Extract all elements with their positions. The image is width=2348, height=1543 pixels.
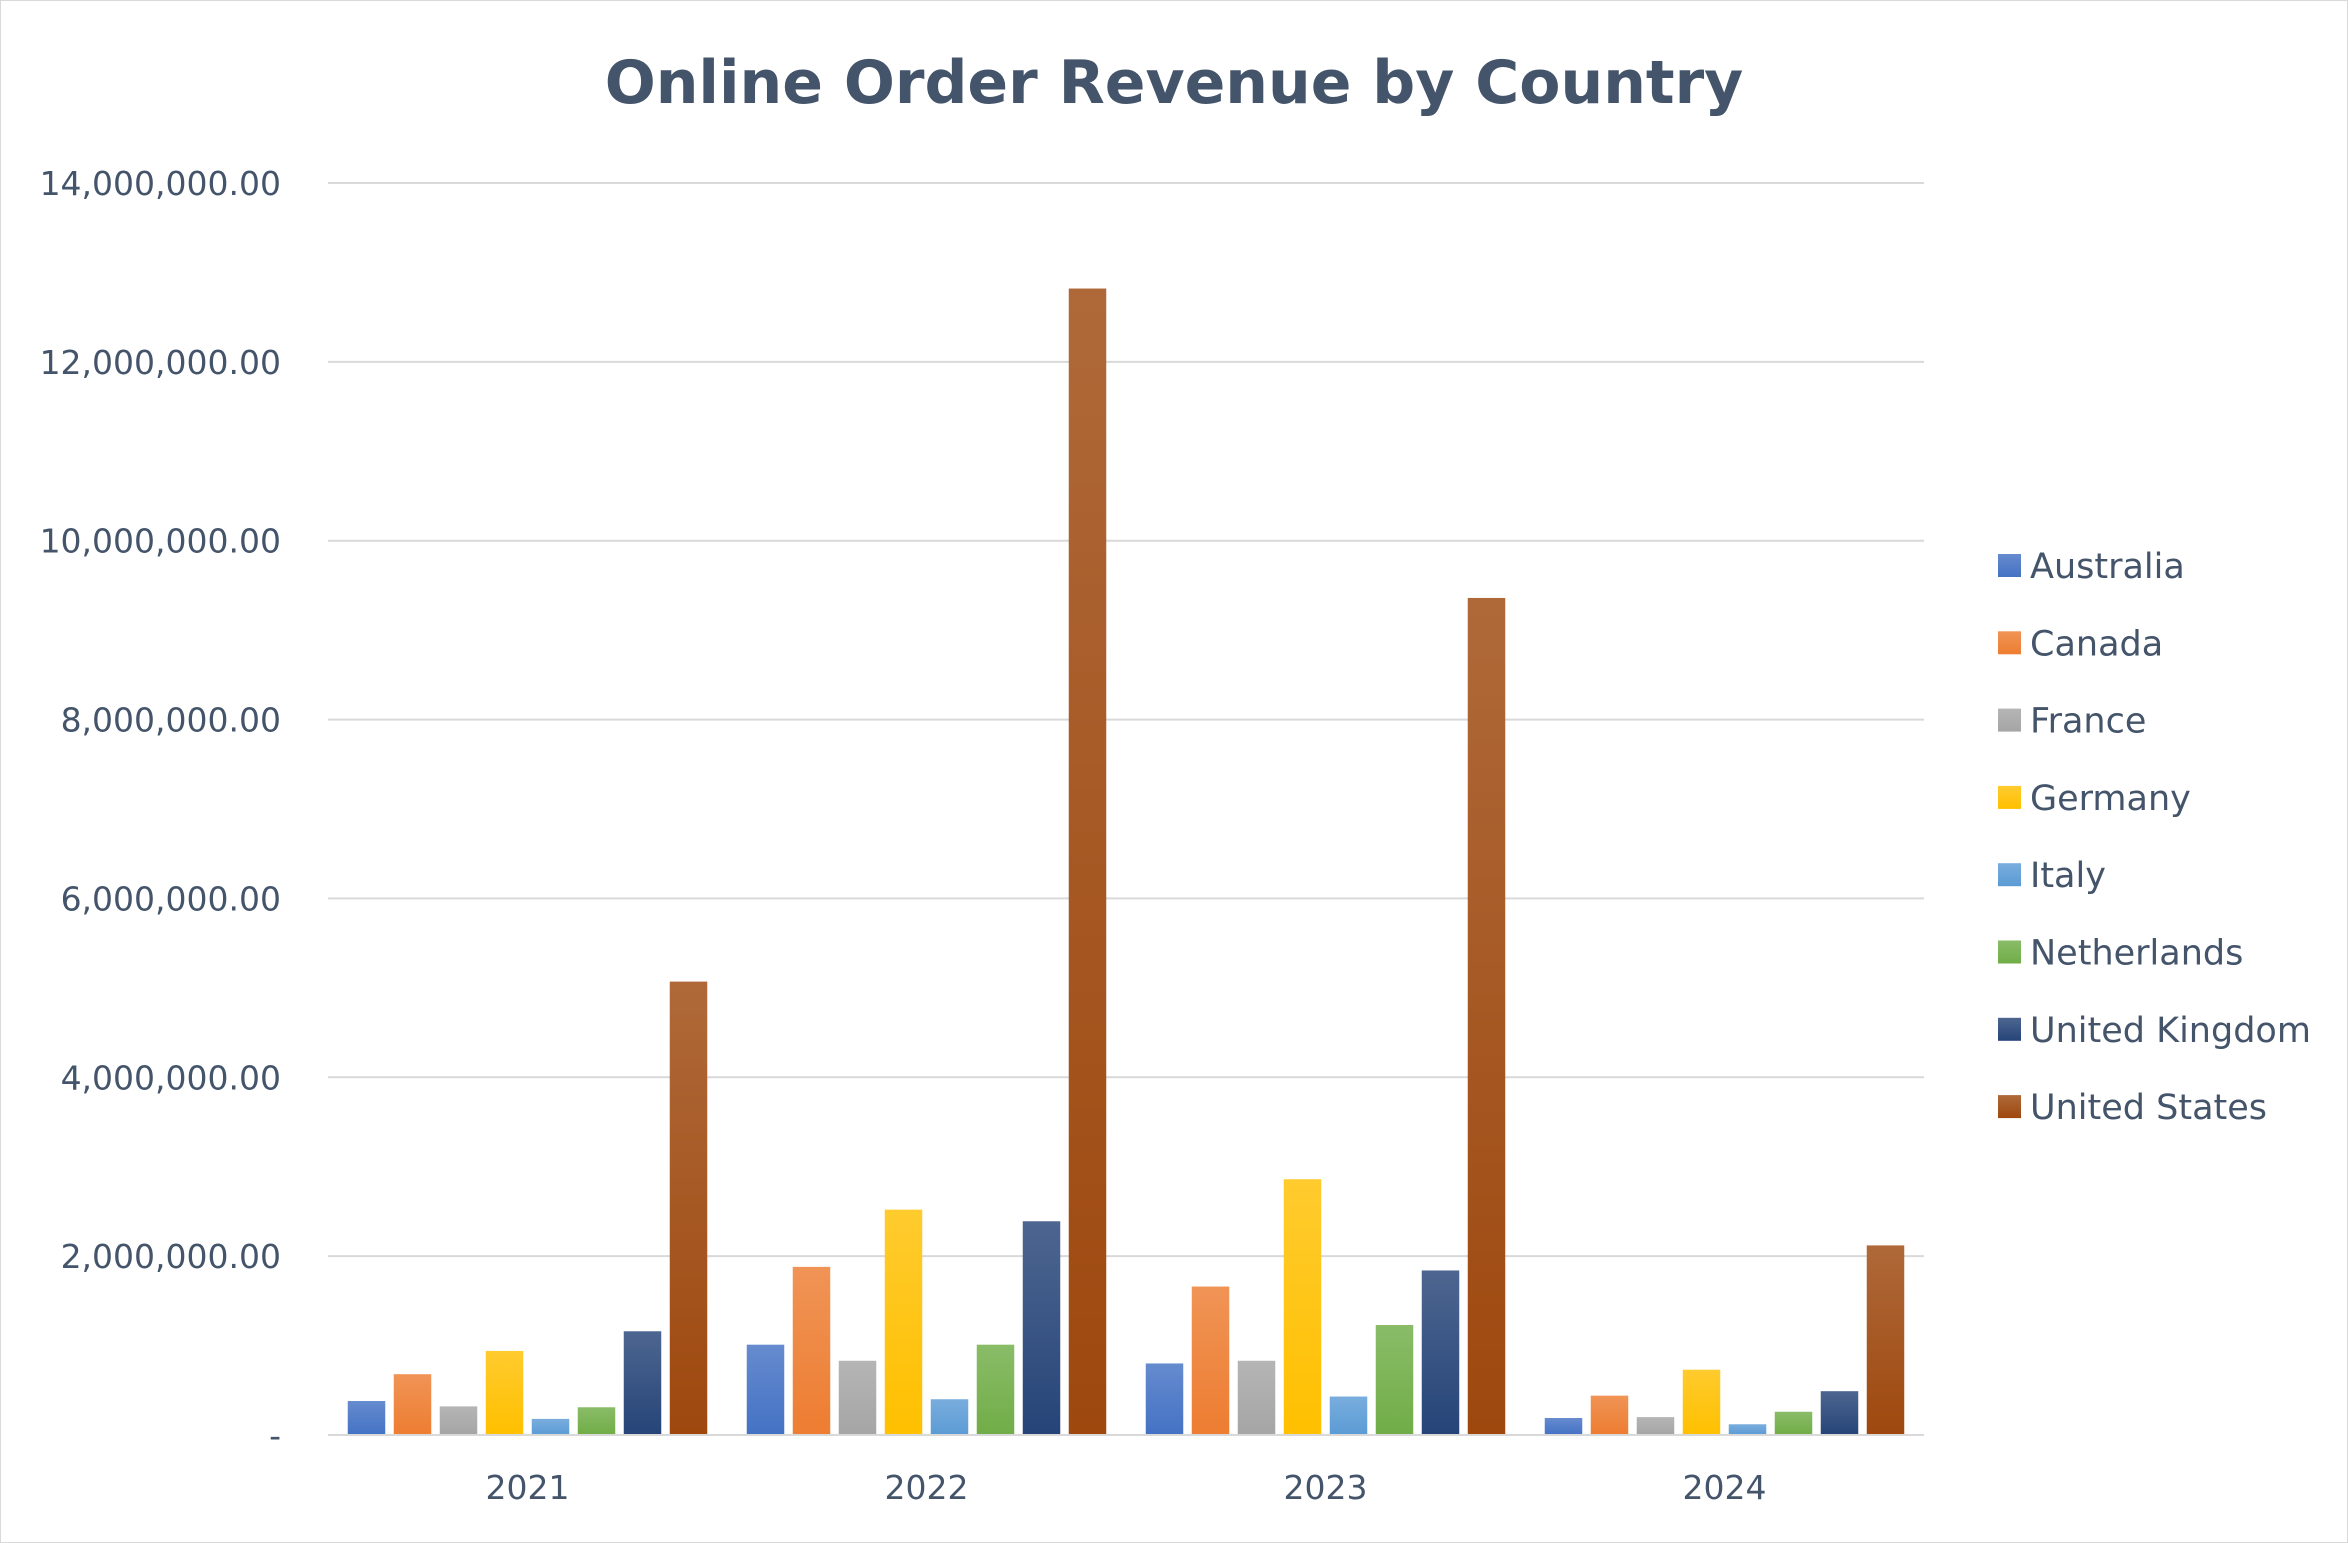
bar-united-kingdom-2023 (1421, 1270, 1460, 1435)
bar-italy-2023 (1329, 1396, 1368, 1435)
bar-france-2022 (838, 1360, 877, 1435)
legend-swatch-australia (1998, 554, 2021, 577)
bar-france-2023 (1237, 1360, 1276, 1435)
legend-swatch-germany (1998, 785, 2021, 809)
bar-united-states-2022 (1068, 288, 1107, 1435)
bar-canada-2023 (1191, 1286, 1230, 1435)
legend-label-netherlands: Netherlands (2030, 934, 2243, 974)
bar-germany-2021 (485, 1350, 524, 1435)
legend-swatch-united-states (1998, 1095, 2021, 1119)
y-tick-label: 14,000,000.00 (40, 164, 281, 203)
bar-australia-2024 (1544, 1418, 1583, 1435)
bar-united-kingdom-2021 (623, 1331, 662, 1435)
bar-germany-2024 (1682, 1369, 1721, 1435)
legend-label-italy: Italy (2030, 856, 2106, 896)
x-axis-tick-labels: 2021 2022 2023 2024 (486, 1468, 1767, 1507)
legend-swatch-united-kingdom (1998, 1017, 2021, 1041)
bar-italy-2021 (531, 1418, 570, 1435)
bar-australia-2021 (347, 1401, 386, 1435)
bar-germany-2023 (1283, 1179, 1322, 1435)
legend-label-united-states: United States (2030, 1088, 2267, 1128)
y-tick-label: 10,000,000.00 (40, 522, 281, 561)
bar-united-kingdom-2024 (1820, 1391, 1859, 1435)
bar-united-states-2023 (1467, 597, 1506, 1435)
x-tick-label: 2022 (885, 1468, 969, 1507)
chart-title: Online Order Revenue by Country (605, 48, 1744, 118)
bar-netherlands-2023 (1375, 1325, 1414, 1435)
bar-italy-2024 (1728, 1424, 1767, 1435)
bar-canada-2024 (1590, 1395, 1629, 1435)
legend-label-canada: Canada (2030, 624, 2163, 664)
x-tick-label: 2023 (1284, 1468, 1368, 1507)
legend-label-france: France (2030, 702, 2146, 742)
y-tick-label: 4,000,000.00 (61, 1058, 281, 1097)
legend-swatch-canada (1998, 631, 2021, 655)
legend: Australia Canada France Germany Italy Netherl… (1998, 547, 2311, 1128)
bar-netherlands-2024 (1774, 1411, 1813, 1435)
bar-netherlands-2021 (577, 1407, 616, 1435)
bar-france-2024 (1636, 1417, 1675, 1435)
x-tick-label: 2021 (486, 1468, 570, 1507)
bar-netherlands-2022 (976, 1344, 1015, 1435)
bar-germany-2022 (884, 1209, 923, 1435)
bar-canada-2021 (393, 1374, 432, 1435)
legend-swatch-netherlands (1998, 940, 2021, 964)
bar-united-states-2024 (1866, 1245, 1905, 1435)
bar-australia-2023 (1145, 1363, 1184, 1435)
bar-united-states-2021 (669, 981, 708, 1435)
y-tick-label: 6,000,000.00 (61, 879, 281, 918)
y-tick-label: - (269, 1416, 281, 1455)
legend-swatch-france (1998, 708, 2021, 732)
bar-australia-2022 (746, 1344, 785, 1435)
gridlines (328, 182, 1924, 1258)
bar-united-kingdom-2022 (1022, 1221, 1061, 1435)
legend-label-germany: Germany (2030, 779, 2191, 819)
bar-canada-2022 (792, 1266, 831, 1435)
y-tick-label: 12,000,000.00 (40, 343, 281, 382)
legend-label-australia: Australia (2030, 547, 2185, 587)
y-axis-tick-labels: - 2,000,000.00 4,000,000.00 6,000,000.00 8,0… (40, 164, 281, 1455)
x-tick-label: 2024 (1683, 1468, 1767, 1507)
legend-label-united-kingdom: United Kingdom (2030, 1011, 2311, 1051)
bar-france-2021 (439, 1406, 478, 1435)
bars (347, 288, 1905, 1435)
legend-swatch-italy (1998, 863, 2021, 887)
bar-italy-2022 (930, 1399, 969, 1435)
y-tick-label: 2,000,000.00 (61, 1237, 281, 1276)
y-tick-label: 8,000,000.00 (61, 701, 281, 740)
